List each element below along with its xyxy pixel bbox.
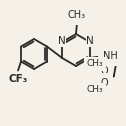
Text: O: O [100,66,108,76]
Text: CH₃: CH₃ [68,10,86,20]
Text: CH₃: CH₃ [87,86,103,94]
Text: CH₃: CH₃ [87,59,103,69]
Text: O: O [100,78,108,88]
Text: N: N [58,37,66,46]
Text: NH: NH [103,51,118,61]
Text: N: N [86,37,94,46]
Text: CF₃: CF₃ [8,74,28,85]
